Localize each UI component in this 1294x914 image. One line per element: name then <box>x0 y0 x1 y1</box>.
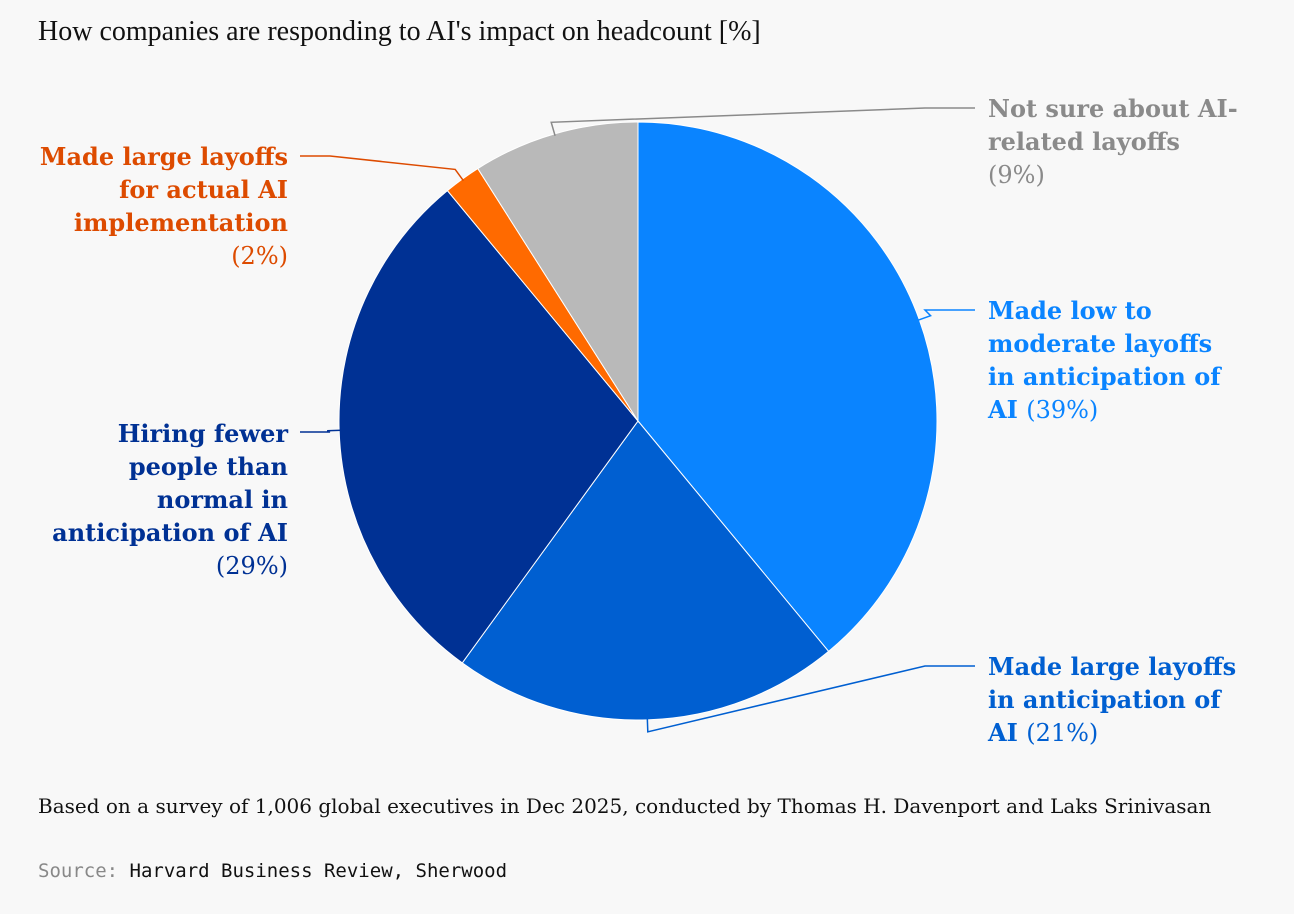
leader-line-hiring-fewer <box>300 429 342 433</box>
slice-percent: (9%) <box>988 161 1045 189</box>
slice-label-hiring-fewer: Hiring fewer people than normal in antic… <box>20 417 288 583</box>
chart-title: How companies are responding to AI's imp… <box>38 16 761 47</box>
label-line: moderate layoffs <box>988 329 1213 358</box>
source-text: Harvard Business Review, Sherwood <box>129 860 508 882</box>
pie-slices <box>338 121 938 721</box>
leader-line-not-sure <box>550 107 975 137</box>
label-line: Made large layoffs <box>988 652 1237 681</box>
slice-percent: (21%) <box>1026 719 1099 747</box>
label-line: people than <box>128 452 288 481</box>
leader-line-low-moderate-layoffs <box>917 309 975 322</box>
label-line: AI <box>988 395 1018 424</box>
slice-label-low-moderate-layoffs: Made low to moderate layoffs in anticipa… <box>988 294 1278 427</box>
label-line: implementation <box>73 208 288 237</box>
label-line: anticipation of AI <box>52 518 288 547</box>
leader-lines <box>300 107 975 733</box>
label-line: Made low to <box>988 296 1152 325</box>
slice-percent: (39%) <box>1026 396 1099 424</box>
slice-label-large-layoffs-anticipation: Made large layoffs in anticipation of AI… <box>988 650 1278 750</box>
label-line: Made large layoffs <box>39 142 288 171</box>
slice-label-large-layoffs-implementation: Made large layoffs for actual AI impleme… <box>20 140 288 273</box>
slice-percent: (29%) <box>215 552 288 580</box>
slice-label-not-sure: Not sure about AI- related layoffs (9%) <box>988 92 1278 192</box>
source-prefix: Source: <box>38 860 119 882</box>
label-line: Not sure about AI- <box>988 94 1238 123</box>
label-line: Hiring fewer <box>117 419 288 448</box>
label-line: for actual AI <box>119 175 288 204</box>
label-line: in anticipation of <box>988 362 1221 391</box>
leader-line-large-layoffs-implementation <box>300 155 465 182</box>
label-line: AI <box>988 718 1018 747</box>
survey-note: Based on a survey of 1,006 global execut… <box>38 794 1212 818</box>
label-line: in anticipation of <box>988 685 1221 714</box>
slice-percent: (2%) <box>231 242 288 270</box>
label-line: normal in <box>156 485 288 514</box>
leader-line-large-layoffs-anticipation <box>646 665 975 733</box>
source-line: Source: Harvard Business Review, Sherwoo… <box>38 860 507 882</box>
label-line: related layoffs <box>988 127 1180 156</box>
